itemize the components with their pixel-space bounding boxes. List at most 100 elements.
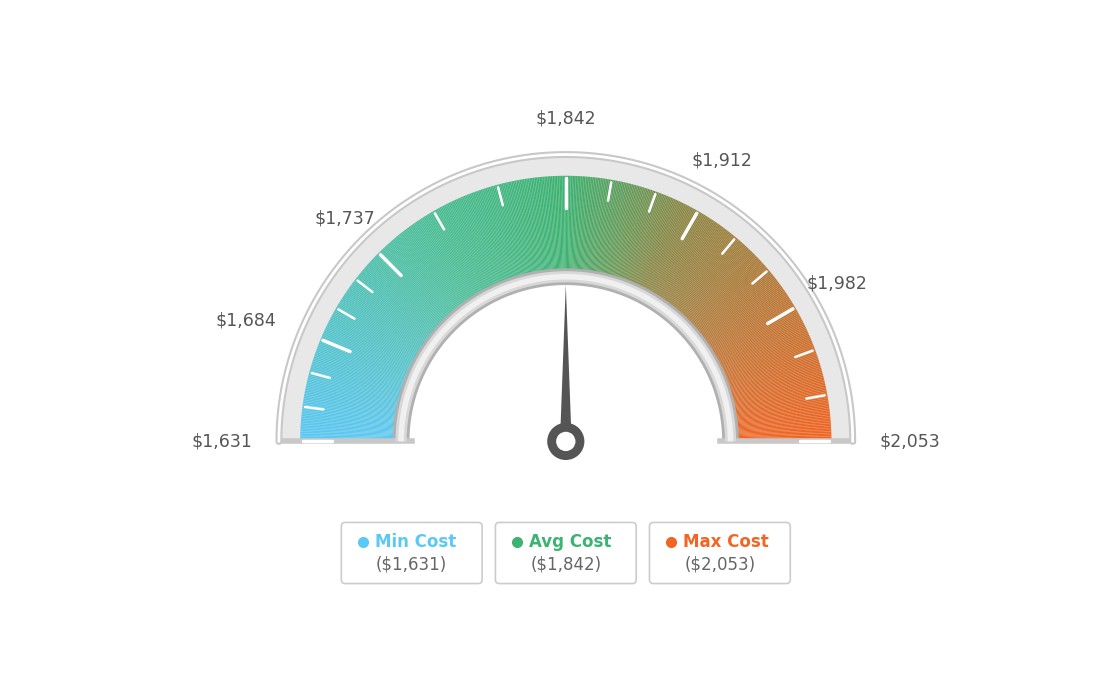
Text: Min Cost: Min Cost (374, 533, 456, 551)
Wedge shape (724, 369, 821, 397)
Wedge shape (335, 309, 423, 360)
Wedge shape (731, 440, 831, 442)
Wedge shape (604, 183, 628, 282)
Wedge shape (729, 406, 829, 421)
Wedge shape (587, 178, 603, 278)
Wedge shape (305, 392, 404, 411)
Wedge shape (307, 382, 405, 406)
Wedge shape (665, 230, 728, 310)
Wedge shape (405, 228, 467, 310)
Wedge shape (325, 330, 416, 373)
Text: Avg Cost: Avg Cost (529, 533, 611, 551)
Wedge shape (575, 176, 583, 277)
FancyBboxPatch shape (496, 522, 636, 584)
Wedge shape (608, 184, 635, 282)
Wedge shape (302, 405, 403, 420)
Wedge shape (614, 187, 645, 284)
Wedge shape (704, 299, 790, 354)
Wedge shape (351, 284, 433, 344)
Wedge shape (461, 197, 502, 290)
Wedge shape (571, 176, 576, 277)
Wedge shape (618, 190, 652, 286)
Wedge shape (487, 187, 518, 284)
Wedge shape (729, 400, 828, 417)
Wedge shape (323, 331, 416, 374)
Wedge shape (401, 442, 731, 606)
Wedge shape (711, 317, 802, 365)
Wedge shape (681, 251, 753, 324)
Wedge shape (728, 390, 827, 411)
Wedge shape (626, 195, 665, 288)
Wedge shape (373, 257, 447, 328)
Wedge shape (647, 210, 698, 299)
Wedge shape (712, 318, 802, 366)
Wedge shape (718, 339, 811, 379)
Wedge shape (509, 181, 532, 280)
Wedge shape (505, 183, 529, 281)
Wedge shape (558, 176, 562, 277)
Wedge shape (635, 200, 679, 293)
Wedge shape (359, 273, 438, 338)
Wedge shape (300, 435, 401, 438)
Wedge shape (654, 216, 708, 302)
Wedge shape (322, 335, 415, 376)
Wedge shape (580, 177, 590, 277)
Wedge shape (657, 220, 713, 304)
Wedge shape (730, 408, 829, 422)
Wedge shape (371, 259, 446, 329)
Text: $1,631: $1,631 (191, 433, 253, 451)
Wedge shape (650, 214, 704, 301)
Wedge shape (326, 327, 417, 371)
Wedge shape (699, 284, 781, 344)
Wedge shape (434, 210, 485, 299)
Wedge shape (718, 337, 811, 378)
Wedge shape (612, 186, 641, 284)
Wedge shape (343, 295, 428, 351)
Wedge shape (627, 195, 667, 289)
Wedge shape (730, 417, 830, 427)
Wedge shape (300, 438, 401, 440)
Wedge shape (331, 315, 421, 364)
Wedge shape (416, 221, 474, 305)
Wedge shape (310, 366, 408, 395)
Wedge shape (304, 397, 403, 415)
Wedge shape (591, 179, 607, 279)
Wedge shape (420, 219, 476, 304)
Wedge shape (491, 186, 521, 284)
Wedge shape (415, 221, 474, 306)
Wedge shape (408, 226, 469, 309)
Wedge shape (372, 258, 446, 328)
Wedge shape (630, 197, 671, 290)
Text: $1,737: $1,737 (315, 210, 375, 228)
Wedge shape (468, 194, 506, 288)
Wedge shape (518, 180, 537, 279)
Wedge shape (342, 296, 428, 353)
Wedge shape (688, 262, 763, 331)
Wedge shape (730, 428, 831, 434)
Wedge shape (581, 177, 591, 277)
Wedge shape (660, 224, 719, 307)
Wedge shape (500, 184, 526, 282)
Wedge shape (716, 335, 809, 376)
Wedge shape (444, 205, 491, 295)
Wedge shape (394, 238, 460, 316)
Wedge shape (279, 155, 852, 442)
Wedge shape (696, 279, 777, 342)
Wedge shape (726, 386, 826, 408)
Text: $1,982: $1,982 (806, 275, 867, 293)
Wedge shape (640, 205, 688, 295)
Wedge shape (688, 264, 764, 332)
Wedge shape (569, 176, 573, 277)
Wedge shape (411, 224, 470, 308)
Wedge shape (703, 295, 788, 351)
Wedge shape (609, 186, 638, 283)
Wedge shape (490, 186, 520, 284)
Wedge shape (549, 176, 556, 277)
Wedge shape (564, 176, 565, 277)
Wedge shape (572, 176, 577, 277)
Wedge shape (473, 192, 509, 287)
Wedge shape (649, 212, 701, 299)
Wedge shape (666, 230, 729, 311)
Wedge shape (344, 293, 429, 351)
Wedge shape (457, 198, 499, 291)
